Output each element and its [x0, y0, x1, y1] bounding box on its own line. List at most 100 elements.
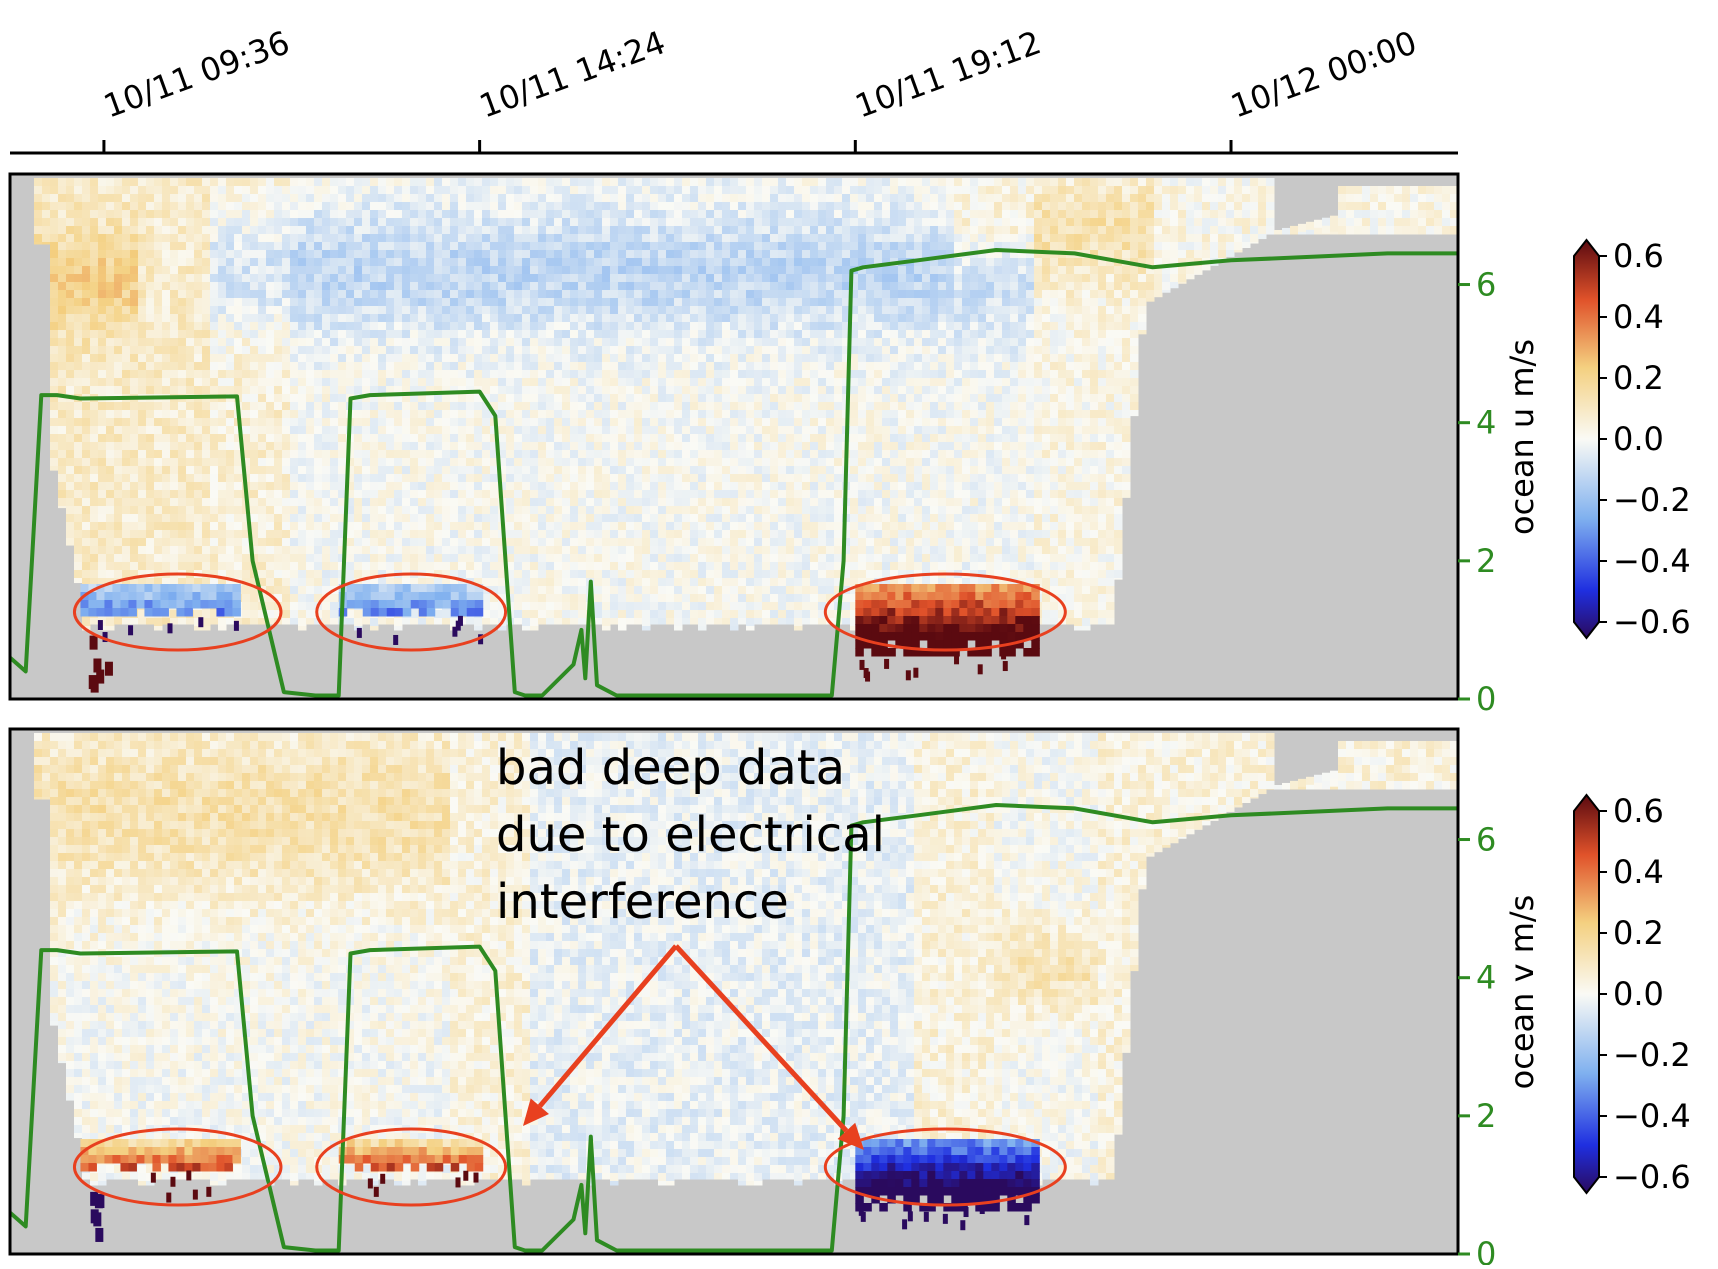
heatmap-cell	[586, 522, 595, 531]
heatmap-cell	[338, 298, 347, 307]
heatmap-cell	[578, 466, 587, 475]
heatmap-cell	[682, 250, 691, 259]
heatmap-cell	[178, 370, 187, 379]
heatmap-cell	[186, 514, 195, 523]
heatmap-cell	[154, 186, 163, 195]
heatmap-cell	[50, 250, 59, 259]
heatmap-cell	[34, 186, 43, 195]
heatmap-cell	[66, 466, 75, 475]
heatmap-cell	[490, 362, 499, 371]
heatmap-cell	[634, 242, 643, 251]
heatmap-cell	[186, 210, 195, 219]
heatmap-cell	[674, 530, 683, 539]
heatmap-cell	[138, 210, 147, 219]
heatmap-cell	[602, 298, 611, 307]
heatmap-cell	[66, 210, 75, 219]
heatmap-cell	[146, 522, 155, 531]
heatmap-cell	[746, 322, 755, 331]
heatmap-cell	[530, 586, 539, 595]
heatmap-cell	[234, 346, 243, 355]
heatmap-cell	[554, 186, 563, 195]
heatmap-cell	[122, 474, 131, 483]
heatmap-cell	[466, 242, 475, 251]
heatmap-cell	[530, 450, 539, 459]
heatmap-cell	[322, 194, 331, 203]
heatmap-cell	[298, 554, 307, 563]
heatmap-cell	[586, 370, 595, 379]
heatmap-cell	[402, 482, 411, 491]
heatmap-cell	[338, 450, 347, 459]
heatmap-cell	[90, 426, 99, 435]
heatmap-cell	[634, 330, 643, 339]
heatmap-cell	[570, 426, 579, 435]
heatmap-cell	[506, 498, 515, 507]
heatmap-cell	[666, 418, 675, 427]
heatmap-cell	[410, 194, 419, 203]
heatmap-cell	[754, 210, 763, 219]
heatmap-cell	[626, 450, 635, 459]
heatmap-cell	[594, 538, 603, 547]
heatmap-cell	[314, 586, 323, 595]
heatmap-cell	[474, 242, 483, 251]
heatmap-cell	[218, 418, 227, 427]
heatmap-cell	[722, 266, 731, 275]
heatmap-cell	[402, 266, 411, 275]
heatmap-cell	[186, 322, 195, 331]
heatmap-cell	[722, 186, 731, 195]
heatmap-cell	[538, 410, 547, 419]
heatmap-cell	[370, 498, 379, 507]
heatmap-cell	[618, 546, 627, 555]
heatmap-cell	[674, 554, 683, 563]
heatmap-cell	[706, 610, 715, 619]
heatmap-cell	[514, 362, 523, 371]
heatmap-cell	[450, 522, 459, 531]
heatmap-cell	[514, 322, 523, 331]
heatmap-cell	[690, 434, 699, 443]
heatmap-cell	[674, 514, 683, 523]
heatmap-cell	[522, 330, 531, 339]
heatmap-cell	[674, 586, 683, 595]
heatmap-cell	[290, 514, 299, 523]
heatmap-cell	[594, 338, 603, 347]
heatmap-cell	[442, 522, 451, 531]
heatmap-cell	[146, 186, 155, 195]
heatmap-cell	[298, 282, 307, 291]
heatmap-cell	[690, 538, 699, 547]
heatmap-cell	[114, 186, 123, 195]
heatmap-cell	[610, 314, 619, 323]
heatmap-cell	[242, 258, 251, 267]
heatmap-cell	[458, 338, 467, 347]
heatmap-cell	[370, 546, 379, 555]
heatmap-cell	[698, 474, 707, 483]
heatmap-cell	[506, 322, 515, 331]
heatmap-cell	[370, 378, 379, 387]
heatmap-cell	[290, 266, 299, 275]
heatmap-cell	[234, 274, 243, 283]
heatmap-cell	[130, 282, 139, 291]
heatmap-cell	[474, 298, 483, 307]
heatmap-cell	[330, 466, 339, 475]
heatmap-cell	[634, 186, 643, 195]
heatmap-cell	[138, 354, 147, 363]
heatmap-cell	[674, 178, 683, 187]
heatmap-cell	[258, 394, 267, 403]
heatmap-cell	[378, 450, 387, 459]
heatmap-cell	[226, 290, 235, 299]
heatmap-cell	[122, 266, 131, 275]
heatmap-cell	[266, 370, 275, 379]
heatmap-cell	[458, 394, 467, 403]
heatmap-cell	[690, 498, 699, 507]
heatmap-cell	[426, 234, 435, 243]
heatmap-cell	[682, 546, 691, 555]
heatmap-cell	[738, 482, 747, 491]
heatmap-cell	[442, 234, 451, 243]
heatmap-cell	[738, 378, 747, 387]
heatmap-cell	[202, 178, 211, 187]
heatmap-cell	[322, 314, 331, 323]
heatmap-cell	[114, 386, 123, 395]
heatmap-cell	[674, 370, 683, 379]
heatmap-cell	[146, 282, 155, 291]
heatmap-cell	[730, 258, 739, 267]
heatmap-cell	[698, 426, 707, 435]
heatmap-cell	[162, 426, 171, 435]
